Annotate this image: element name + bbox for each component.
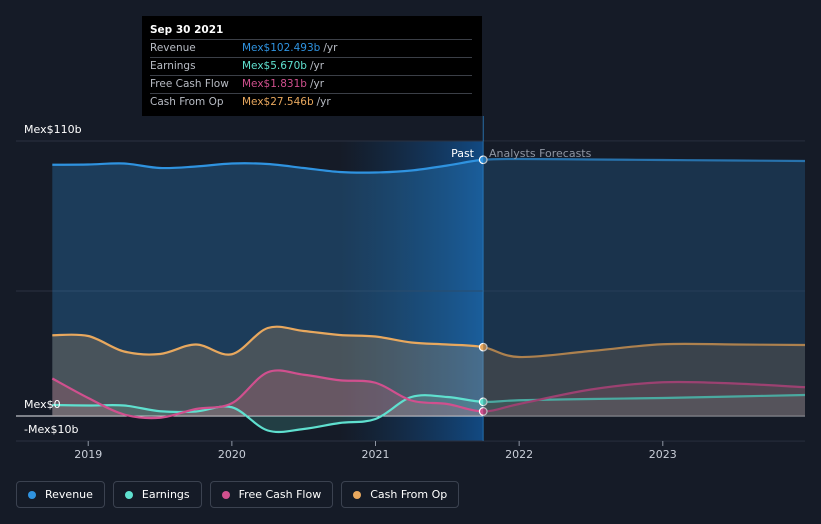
tooltip-label: Free Cash Flow [150, 78, 229, 90]
tooltip-label: Revenue [150, 42, 196, 54]
tooltip-row-earnings: Earnings Mex$5.670b /yr [150, 57, 472, 75]
tooltip-value: Mex$27.546b [242, 96, 314, 108]
y-label-top: Mex$110b [24, 123, 82, 136]
tooltip-value: Mex$1.831b [242, 78, 307, 90]
cash-from-op-line [52, 325, 806, 359]
forecast-label: Analysts Forecasts [489, 147, 592, 160]
tooltip-row-free-cash-flow: Free Cash Flow Mex$1.831b /yr [150, 75, 472, 93]
tooltip-label: Cash From Op [150, 96, 224, 108]
legend-label: Cash From Op [370, 488, 448, 501]
cash-from-op-present-point [478, 342, 488, 352]
tooltip-unit: /yr [309, 60, 325, 72]
x-tick-label: 2023 [649, 448, 677, 461]
revenue-present-point [478, 155, 488, 165]
free-cash-flow-present-point [478, 407, 488, 416]
legend-dot-icon [353, 490, 362, 499]
legend-label: Free Cash Flow [238, 488, 322, 501]
tooltip-unit: /yr [323, 42, 338, 54]
tooltip: Sep 30 2021 Revenue Mex$102.493b /yr Ear… [142, 16, 482, 116]
legend-item-cash-from-op[interactable]: Cash From Op [341, 481, 460, 508]
past-label: Past [451, 147, 475, 160]
revenue-area [52, 158, 805, 416]
tooltip-label: Earnings [150, 60, 196, 72]
tooltip-value: Mex$5.670b [242, 60, 307, 72]
tooltip-unit: /yr [309, 78, 325, 90]
x-tick-label: 2020 [218, 448, 246, 461]
legend-item-free-cash-flow[interactable]: Free Cash Flow [209, 481, 334, 508]
tooltip-row-cash-from-op: Cash From Op Mex$27.546b /yr [150, 93, 472, 111]
legend-label: Revenue [45, 488, 93, 501]
tooltip-value: Mex$102.493b [242, 42, 321, 54]
earnings-present-point [478, 397, 488, 407]
tooltip-row-revenue: Revenue Mex$102.493b /yr [150, 39, 472, 57]
earnings-area [52, 395, 805, 433]
x-tick-label: 2021 [362, 448, 390, 461]
legend-dot-icon [221, 490, 230, 499]
free-cash-flow-line [51, 369, 806, 420]
legend-item-earnings[interactable]: Earnings [112, 481, 202, 508]
free-cash-flow-area [52, 370, 805, 419]
x-tick-label: 2019 [74, 448, 102, 461]
y-label-zero: Mex$0 [24, 398, 61, 411]
legend-item-revenue[interactable]: Revenue [16, 481, 105, 508]
forecast-shade [483, 141, 805, 441]
earnings-line [52, 393, 806, 434]
x-tick-label: 2022 [505, 448, 533, 461]
legend-dot-icon [124, 490, 133, 499]
legend: Revenue Earnings Free Cash Flow Cash Fro… [16, 481, 460, 508]
legend-dot-icon [28, 490, 36, 499]
tooltip-unit: /yr [316, 96, 331, 108]
tooltip-date: Sep 30 2021 [150, 24, 224, 36]
y-label-bottom: -Mex$10b [24, 423, 79, 436]
revenue-line [52, 157, 806, 174]
legend-label: Earnings [141, 488, 190, 501]
